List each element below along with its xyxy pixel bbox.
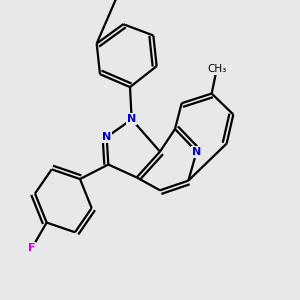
Text: CH₃: CH₃ [207, 64, 226, 74]
Text: F: F [28, 243, 35, 254]
Text: N: N [127, 114, 136, 124]
Text: N: N [192, 147, 201, 157]
Text: N: N [102, 132, 111, 142]
